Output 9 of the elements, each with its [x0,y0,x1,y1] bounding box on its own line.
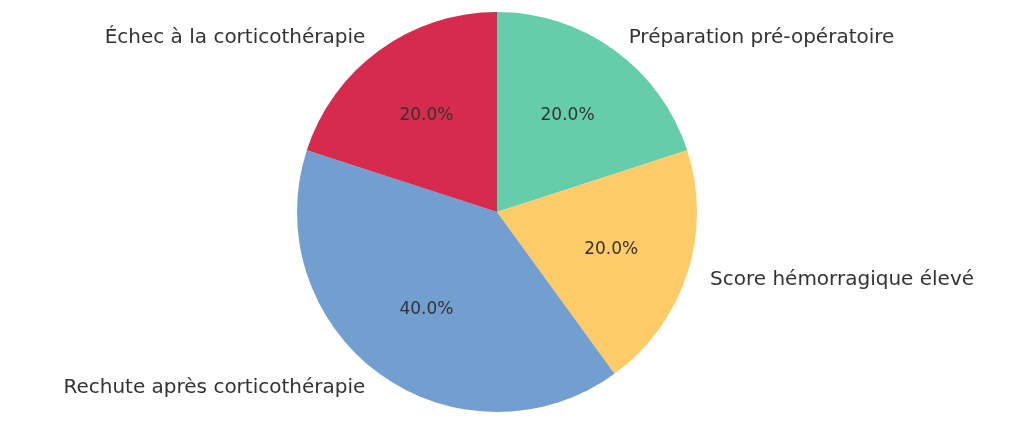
data-label: 40.0% [399,298,454,319]
slice-label: Score hémorragique élevé [710,265,975,290]
slice-label: Préparation pré-opératoire [628,24,895,49]
pie-slice [497,150,697,374]
data-label: 20.0% [399,103,454,124]
slice-label: Échec à la corticothérapie [104,24,366,49]
data-label: 20.0% [540,103,595,124]
data-label: 20.0% [584,238,639,259]
slice-label: Rechute après corticothérapie [63,373,366,398]
